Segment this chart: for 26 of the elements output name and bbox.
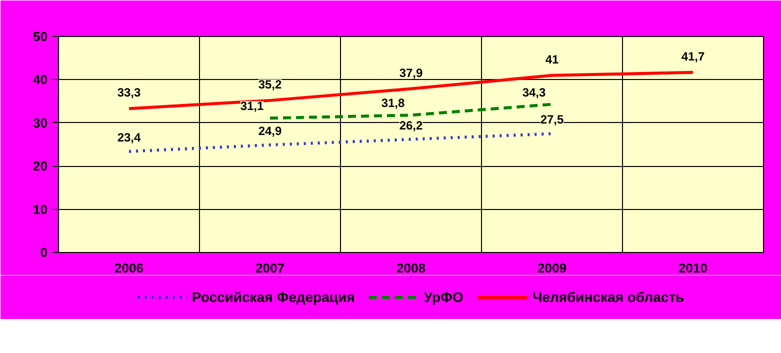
data-label: 31,1 bbox=[240, 99, 264, 114]
y-tick-label: 0 bbox=[40, 245, 48, 260]
data-label: 31,8 bbox=[381, 96, 406, 110]
y-tick-label: 50 bbox=[33, 29, 48, 44]
data-label: 26,2 bbox=[399, 118, 424, 132]
data-label: 37,9 bbox=[399, 66, 424, 80]
legend-label: Челябинская область bbox=[532, 289, 684, 305]
data-label: 27,5 bbox=[540, 112, 564, 127]
legend-label: Российская Федерация bbox=[192, 289, 355, 305]
data-label: 33,3 bbox=[117, 86, 142, 100]
data-label: 23,4 bbox=[117, 130, 142, 144]
x-tick-label: 2009 bbox=[538, 260, 566, 276]
x-tick-label: 2008 bbox=[396, 260, 426, 276]
x-tick-label: 2006 bbox=[114, 260, 144, 276]
x-tick-label: 2007 bbox=[256, 260, 284, 276]
data-label: 41 bbox=[545, 52, 559, 66]
y-tick-label: 30 bbox=[33, 115, 48, 130]
legend-label: УрФО bbox=[424, 289, 464, 305]
data-label: 41,7 bbox=[681, 49, 706, 64]
data-label: 35,2 bbox=[258, 77, 282, 92]
y-tick-label: 10 bbox=[33, 202, 48, 217]
x-tick-label: 2010 bbox=[678, 260, 708, 276]
data-label: 34,3 bbox=[522, 85, 546, 100]
y-tick-label: 40 bbox=[33, 72, 48, 88]
y-tick-label: 20 bbox=[33, 158, 48, 174]
data-label: 24,9 bbox=[258, 124, 282, 138]
